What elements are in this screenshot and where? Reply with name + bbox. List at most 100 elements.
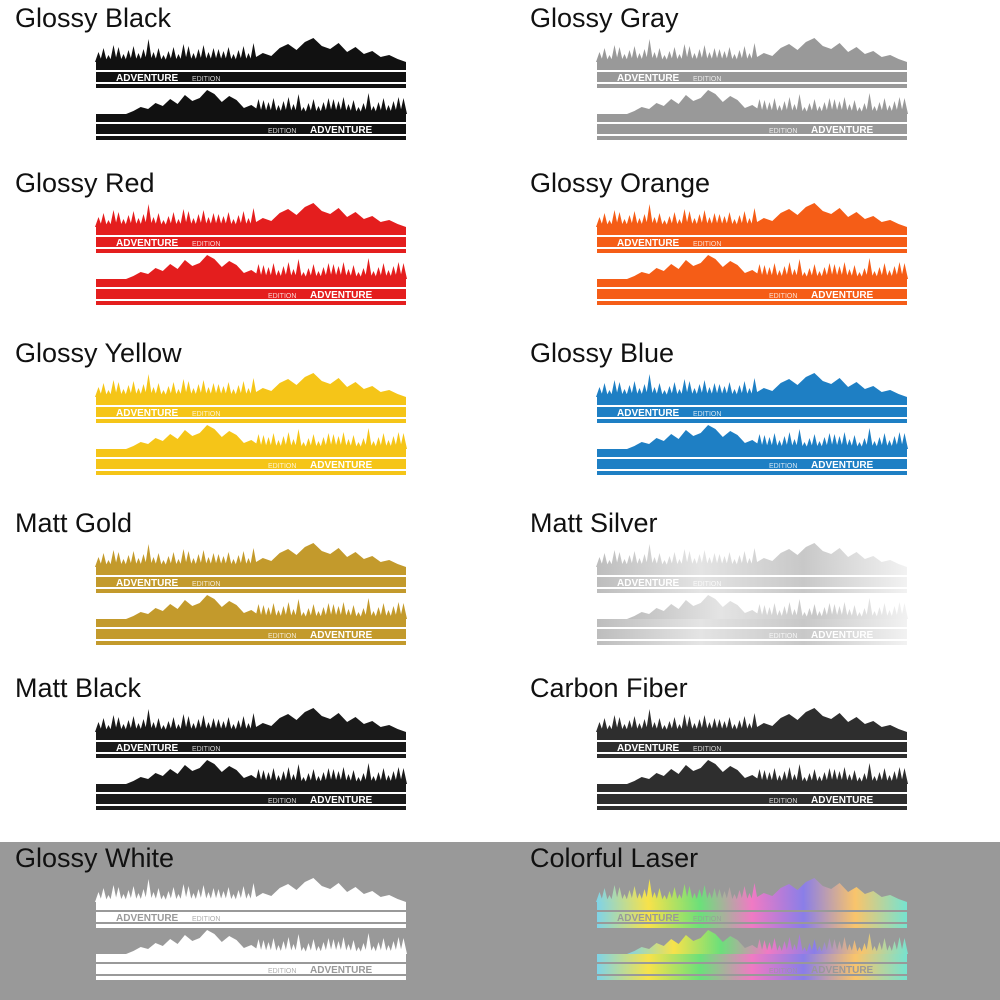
decal: ADVENTURE EDITION EDITION ADVENTURE: [95, 708, 407, 810]
decal-word-small: EDITION: [268, 463, 296, 470]
decal-word: ADVENTURE: [310, 795, 373, 806]
silhouette: [95, 373, 406, 397]
decal: ADVENTURE EDITION EDITION ADVENTURE: [596, 543, 908, 645]
decal-word-small: EDITION: [769, 463, 797, 470]
color-label: Glossy Black: [15, 3, 172, 33]
stripe: [597, 784, 907, 792]
color-label: Matt Black: [15, 673, 142, 703]
decal-word-small: EDITION: [693, 241, 721, 248]
decal-word: ADVENTURE: [116, 913, 179, 924]
silhouette: [95, 708, 406, 732]
stripe: [597, 227, 907, 235]
decal-word: ADVENTURE: [116, 73, 179, 84]
silhouette: [126, 255, 407, 279]
decal-word-small: EDITION: [769, 128, 797, 135]
silhouette: [95, 878, 406, 902]
decal-word: ADVENTURE: [116, 743, 179, 754]
stripe: [597, 754, 907, 758]
stripe: [597, 459, 907, 469]
stripe: [96, 976, 406, 980]
stripe: [597, 732, 907, 740]
stripe: [597, 289, 907, 299]
decal: ADVENTURE EDITION EDITION ADVENTURE: [95, 38, 407, 140]
decal-word-small: EDITION: [268, 293, 296, 300]
decal: ADVENTURE EDITION EDITION ADVENTURE: [95, 203, 407, 305]
decal-word: ADVENTURE: [310, 460, 373, 471]
stripe: [96, 301, 406, 305]
silhouette: [627, 930, 908, 954]
decal-word: ADVENTURE: [617, 913, 680, 924]
stripe: [597, 742, 907, 752]
stripe: [597, 902, 907, 910]
stripe: [597, 84, 907, 88]
decal-word: ADVENTURE: [116, 408, 179, 419]
silhouette: [596, 38, 907, 62]
stripe: [597, 794, 907, 804]
decal-word-small: EDITION: [268, 633, 296, 640]
stripe: [96, 924, 406, 928]
color-label: Carbon Fiber: [530, 673, 688, 703]
silhouette: [627, 760, 908, 784]
decal-word: ADVENTURE: [310, 965, 373, 976]
silhouette: [126, 425, 407, 449]
stripe: [597, 589, 907, 593]
stripe: [96, 619, 406, 627]
decal: ADVENTURE EDITION EDITION ADVENTURE: [596, 878, 908, 980]
decal-word: ADVENTURE: [617, 73, 680, 84]
decal-word: ADVENTURE: [310, 290, 373, 301]
stripe: [597, 449, 907, 457]
decal-word-small: EDITION: [192, 241, 220, 248]
stripe: [96, 62, 406, 70]
silhouette: [596, 543, 907, 567]
stripe: [96, 567, 406, 575]
stripe: [96, 629, 406, 639]
silhouette: [126, 90, 407, 114]
stripe: [96, 459, 406, 469]
stripe: [96, 471, 406, 475]
stripe: [597, 419, 907, 423]
decal-word-small: EDITION: [268, 798, 296, 805]
stripe: [597, 641, 907, 645]
stripe: [96, 754, 406, 758]
stripe: [597, 397, 907, 405]
decal-word-small: EDITION: [693, 581, 721, 588]
decal-word-small: EDITION: [693, 411, 721, 418]
stripe: [597, 301, 907, 305]
stripe: [96, 419, 406, 423]
decal-word: ADVENTURE: [811, 965, 874, 976]
decal-word-small: EDITION: [769, 633, 797, 640]
silhouette: [596, 203, 907, 227]
stripe: [96, 589, 406, 593]
stripe: [96, 964, 406, 974]
stripe: [96, 407, 406, 417]
stripe: [96, 289, 406, 299]
decal: ADVENTURE EDITION EDITION ADVENTURE: [596, 373, 908, 475]
decal-word: ADVENTURE: [617, 238, 680, 249]
decal-word: ADVENTURE: [310, 125, 373, 136]
decal-word: ADVENTURE: [811, 460, 874, 471]
decal-word-small: EDITION: [192, 916, 220, 923]
decal: ADVENTURE EDITION EDITION ADVENTURE: [596, 38, 908, 140]
color-label: Glossy White: [15, 843, 174, 873]
decal: ADVENTURE EDITION EDITION ADVENTURE: [596, 708, 908, 810]
stripe: [96, 742, 406, 752]
stripe: [597, 954, 907, 962]
decal: ADVENTURE EDITION EDITION ADVENTURE: [95, 543, 407, 645]
decal-word: ADVENTURE: [116, 238, 179, 249]
decal-word-small: EDITION: [268, 128, 296, 135]
stripe: [96, 279, 406, 287]
stripe: [597, 72, 907, 82]
decal-word: ADVENTURE: [617, 743, 680, 754]
color-label: Glossy Yellow: [15, 338, 182, 368]
silhouette: [627, 595, 908, 619]
color-label: Colorful Laser: [530, 843, 698, 873]
decal: ADVENTURE EDITION EDITION ADVENTURE: [596, 203, 908, 305]
stripe: [597, 567, 907, 575]
decal-word-small: EDITION: [192, 411, 220, 418]
decal-word: ADVENTURE: [811, 795, 874, 806]
stripe: [96, 237, 406, 247]
stripe: [96, 954, 406, 962]
color-label: Glossy Gray: [530, 3, 679, 33]
stripe: [96, 449, 406, 457]
